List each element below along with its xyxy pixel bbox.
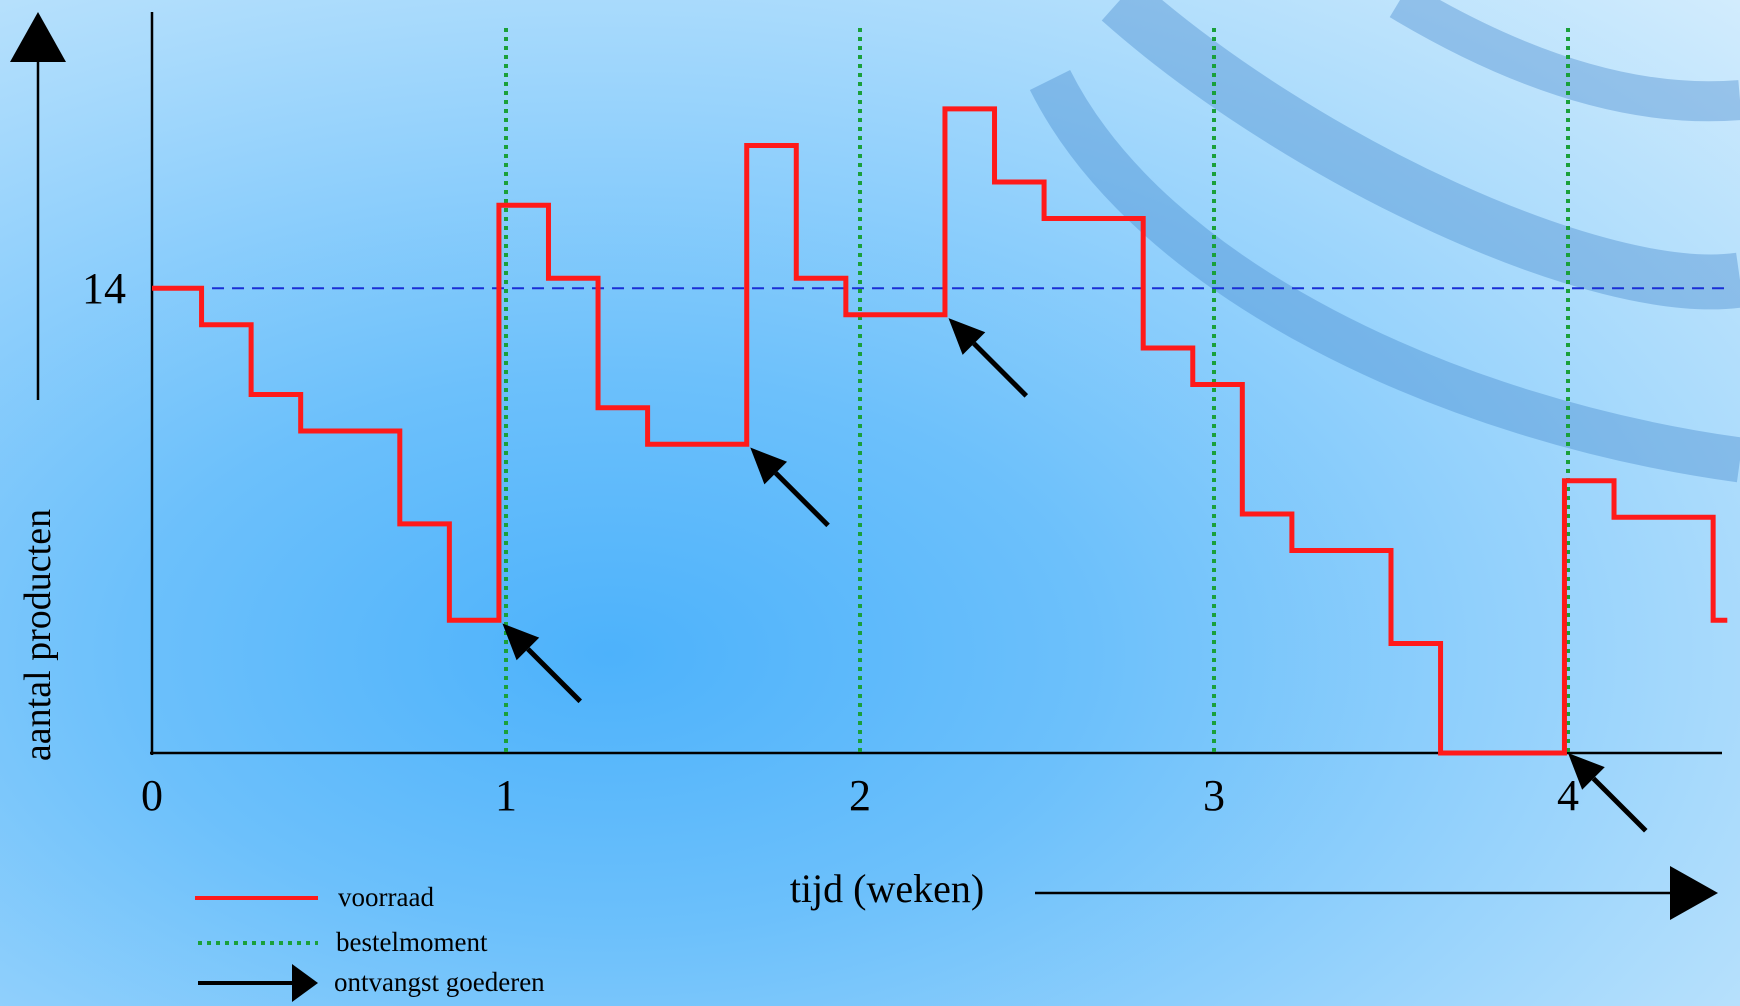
x-tick-label-2: 2 bbox=[849, 771, 871, 820]
x-tick-label-0: 0 bbox=[141, 771, 163, 820]
receipt-arrow-1 bbox=[502, 623, 583, 704]
y-axis-arrow bbox=[10, 12, 66, 400]
legend-swatch-arrow bbox=[198, 964, 318, 1002]
y-tick-labels: 14 bbox=[82, 264, 126, 313]
x-tick-label-1: 1 bbox=[495, 771, 517, 820]
legend-label-bestelmoment: bestelmoment bbox=[336, 927, 488, 957]
x-axis-arrow bbox=[1035, 866, 1718, 920]
receipt-arrow-2 bbox=[750, 447, 830, 528]
receipt-arrow-4 bbox=[1568, 753, 1648, 833]
series-line-voorraad bbox=[152, 106, 1728, 756]
legend-label-voorraad: voorraad bbox=[338, 882, 434, 912]
y-axis-label: aantal producten bbox=[17, 509, 59, 761]
x-tick-labels: 0 1 2 3 4 bbox=[141, 771, 1579, 820]
receipt-arrows bbox=[502, 318, 1648, 833]
receipt-arrow-3 bbox=[948, 318, 1029, 398]
legend: voorraad bestelmoment ontvangst goederen bbox=[195, 882, 545, 1002]
y-tick-label-14: 14 bbox=[82, 264, 126, 313]
background-swirl bbox=[1029, 0, 1740, 483]
legend-label-ontvangst-goederen: ontvangst goederen bbox=[334, 967, 545, 997]
x-tick-label-3: 3 bbox=[1203, 771, 1225, 820]
x-tick-label-4: 4 bbox=[1557, 771, 1579, 820]
x-axis-label: tijd (weken) bbox=[790, 866, 984, 911]
